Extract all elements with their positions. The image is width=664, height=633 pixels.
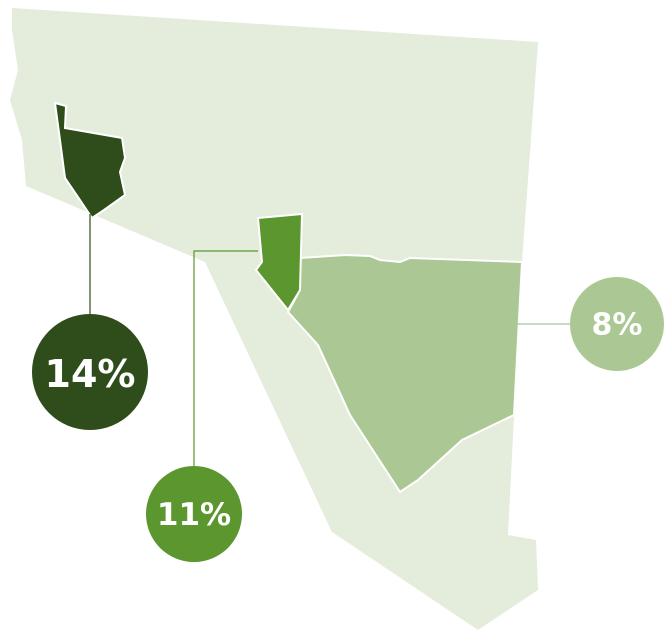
callout-circle: [570, 277, 664, 371]
callout-circle: [146, 466, 242, 562]
callout-label: 14%: [45, 352, 136, 396]
region-shape: [254, 212, 304, 312]
callout-circle: [32, 314, 148, 430]
callout-label: 11%: [157, 497, 231, 533]
callout-label: 8%: [592, 308, 643, 343]
region-shape: [53, 101, 127, 220]
region-shape: [286, 253, 524, 494]
leader-line: [193, 250, 258, 466]
